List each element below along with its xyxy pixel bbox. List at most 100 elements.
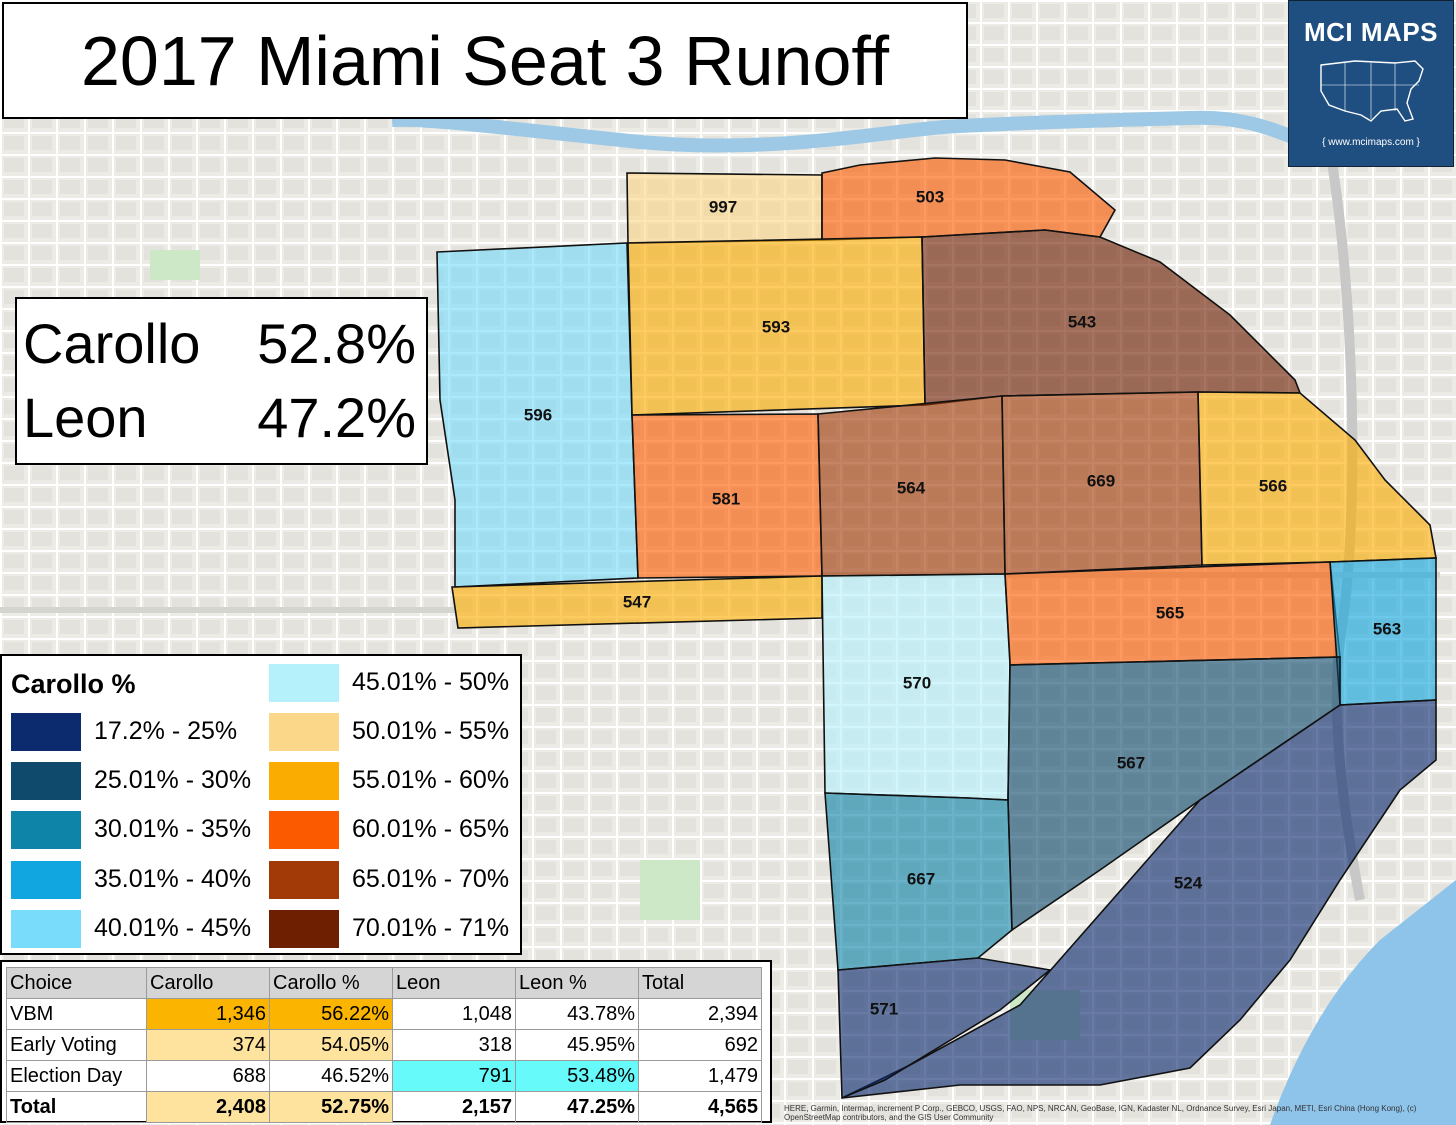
table-cell: 1,346 xyxy=(146,998,270,1030)
precinct-label: 566 xyxy=(1259,476,1287,495)
legend-label: 55.01% - 60% xyxy=(352,766,510,794)
candidate-pct: 47.2% xyxy=(257,386,416,449)
logo-text: MCI MAPS xyxy=(1304,17,1438,47)
header-cell: Total xyxy=(638,967,762,999)
table-cell: 52.75% xyxy=(269,1091,393,1123)
table-cell: 43.78% xyxy=(515,998,639,1030)
precinct-label: 997 xyxy=(709,197,737,216)
legend-swatch xyxy=(269,713,339,751)
table-cell: 1,048 xyxy=(392,998,516,1030)
table-row: Election Day 688 46.52% 791 53.48% 1,479 xyxy=(6,1060,762,1092)
header-cell: Carollo % xyxy=(269,967,393,999)
legend-swatch xyxy=(269,910,339,948)
table-cell: 791 xyxy=(392,1060,516,1092)
legend-label: 40.01% - 45% xyxy=(94,914,252,942)
usa-map-icon xyxy=(1320,60,1424,122)
legend-swatch xyxy=(269,762,339,800)
table-cell: 1,479 xyxy=(638,1060,762,1092)
results-table: Choice Carollo Carollo % Leon Leon % Tot… xyxy=(0,960,772,1123)
table-cell: 2,394 xyxy=(638,998,762,1030)
legend-label: 30.01% - 35% xyxy=(94,815,252,843)
precinct-566[interactable] xyxy=(1197,391,1437,566)
map-title: 2017 Miami Seat 3 Runoff xyxy=(80,21,890,100)
precinct-label: 565 xyxy=(1156,603,1184,622)
header-cell: Leon xyxy=(392,967,516,999)
legend-swatch xyxy=(11,861,81,899)
legend-label: 17.2% - 25% xyxy=(94,717,238,745)
precinct-label: 570 xyxy=(903,673,931,692)
precinct-label: 564 xyxy=(897,478,926,497)
legend-swatch xyxy=(269,664,339,702)
table-header-row: Choice Carollo Carollo % Leon Leon % Tot… xyxy=(6,967,762,999)
candidate-name: Leon xyxy=(23,386,148,449)
table-cell: Total xyxy=(6,1091,147,1123)
header-cell: Choice xyxy=(6,967,147,999)
result-carollo: Carollo 52.8% xyxy=(23,311,416,385)
candidate-name: Carollo xyxy=(23,312,201,375)
table-cell: VBM xyxy=(6,998,147,1030)
precinct-label: 524 xyxy=(1174,873,1203,892)
legend-swatch xyxy=(11,713,81,751)
legend-label: 60.01% - 65% xyxy=(352,815,510,843)
table-row: Early Voting 374 54.05% 318 45.95% 692 xyxy=(6,1029,762,1061)
table-cell: 692 xyxy=(638,1029,762,1061)
legend-swatch xyxy=(11,811,81,849)
legend-label: 65.01% - 70% xyxy=(352,865,510,893)
precinct-label: 669 xyxy=(1087,471,1115,490)
precinct-label: 571 xyxy=(870,999,898,1018)
precinct-label: 563 xyxy=(1373,619,1401,638)
legend-label: 25.01% - 30% xyxy=(94,766,252,794)
logo-url: { www.mcimaps.com } xyxy=(1322,137,1420,148)
table-cell: Early Voting xyxy=(6,1029,147,1061)
legend-label: 50.01% - 55% xyxy=(352,717,510,745)
precinct-524[interactable] xyxy=(841,699,1437,1099)
table-cell: 46.52% xyxy=(269,1060,393,1092)
table-cell: 54.05% xyxy=(269,1029,393,1061)
result-leon: Leon 47.2% xyxy=(23,385,416,459)
header-cell: Leon % xyxy=(515,967,639,999)
table-cell: 2,408 xyxy=(146,1091,270,1123)
precincts xyxy=(436,157,1437,1100)
table-cell: 4,565 xyxy=(638,1091,762,1123)
results-box: Carollo 52.8% Leon 47.2% xyxy=(15,297,428,465)
precinct-label: 596 xyxy=(524,405,552,424)
precinct-label: 567 xyxy=(1117,753,1145,772)
title-box: 2017 Miami Seat 3 Runoff xyxy=(2,2,968,119)
legend-label: 45.01% - 50% xyxy=(352,668,510,696)
legend-swatch xyxy=(11,910,81,948)
table-cell: 2,157 xyxy=(392,1091,516,1123)
precinct-label: 593 xyxy=(762,317,790,336)
table-cell: 374 xyxy=(146,1029,270,1061)
precinct-labels: 997 503 596 593 543 581 564 669 566 547 570 565 563 5… xyxy=(524,187,1401,1018)
mci-maps-logo: MCI MAPS { www.mcimaps.com } xyxy=(1288,0,1454,167)
precinct-label: 503 xyxy=(916,187,944,206)
precinct-label: 543 xyxy=(1068,312,1096,331)
table-cell: 47.25% xyxy=(515,1091,639,1123)
table-cell: 45.95% xyxy=(515,1029,639,1061)
map-attribution: HERE, Garmin, Intermap, increment P Corp… xyxy=(784,1104,1417,1122)
precinct-596[interactable] xyxy=(436,242,639,588)
legend-title: Carollo % xyxy=(11,669,136,699)
table-cell: 53.48% xyxy=(515,1060,639,1092)
precinct-label: 667 xyxy=(907,869,935,888)
table-cell: Election Day xyxy=(6,1060,147,1092)
park xyxy=(640,860,700,920)
legend-label: 70.01% - 71% xyxy=(352,914,510,942)
legend: Carollo % 17.2% - 25% 25.01% - 30% 30.01% … xyxy=(0,654,522,955)
precinct-label: 581 xyxy=(712,489,740,508)
precinct-571[interactable] xyxy=(837,957,1052,1100)
biscayne-bay xyxy=(1270,880,1456,1125)
precinct-label: 547 xyxy=(623,592,651,611)
header-cell: Carollo xyxy=(146,967,270,999)
legend-swatch xyxy=(269,811,339,849)
table-cell: 56.22% xyxy=(269,998,393,1030)
table-row: VBM 1,346 56.22% 1,048 43.78% 2,394 xyxy=(6,998,762,1030)
candidate-pct: 52.8% xyxy=(257,312,416,375)
legend-label: 35.01% - 40% xyxy=(94,865,252,893)
table-row: Total 2,408 52.75% 2,157 47.25% 4,565 xyxy=(6,1091,762,1123)
legend-swatch xyxy=(269,861,339,899)
miami-river xyxy=(391,110,1303,153)
legend-swatch xyxy=(11,762,81,800)
table-cell: 318 xyxy=(392,1029,516,1061)
